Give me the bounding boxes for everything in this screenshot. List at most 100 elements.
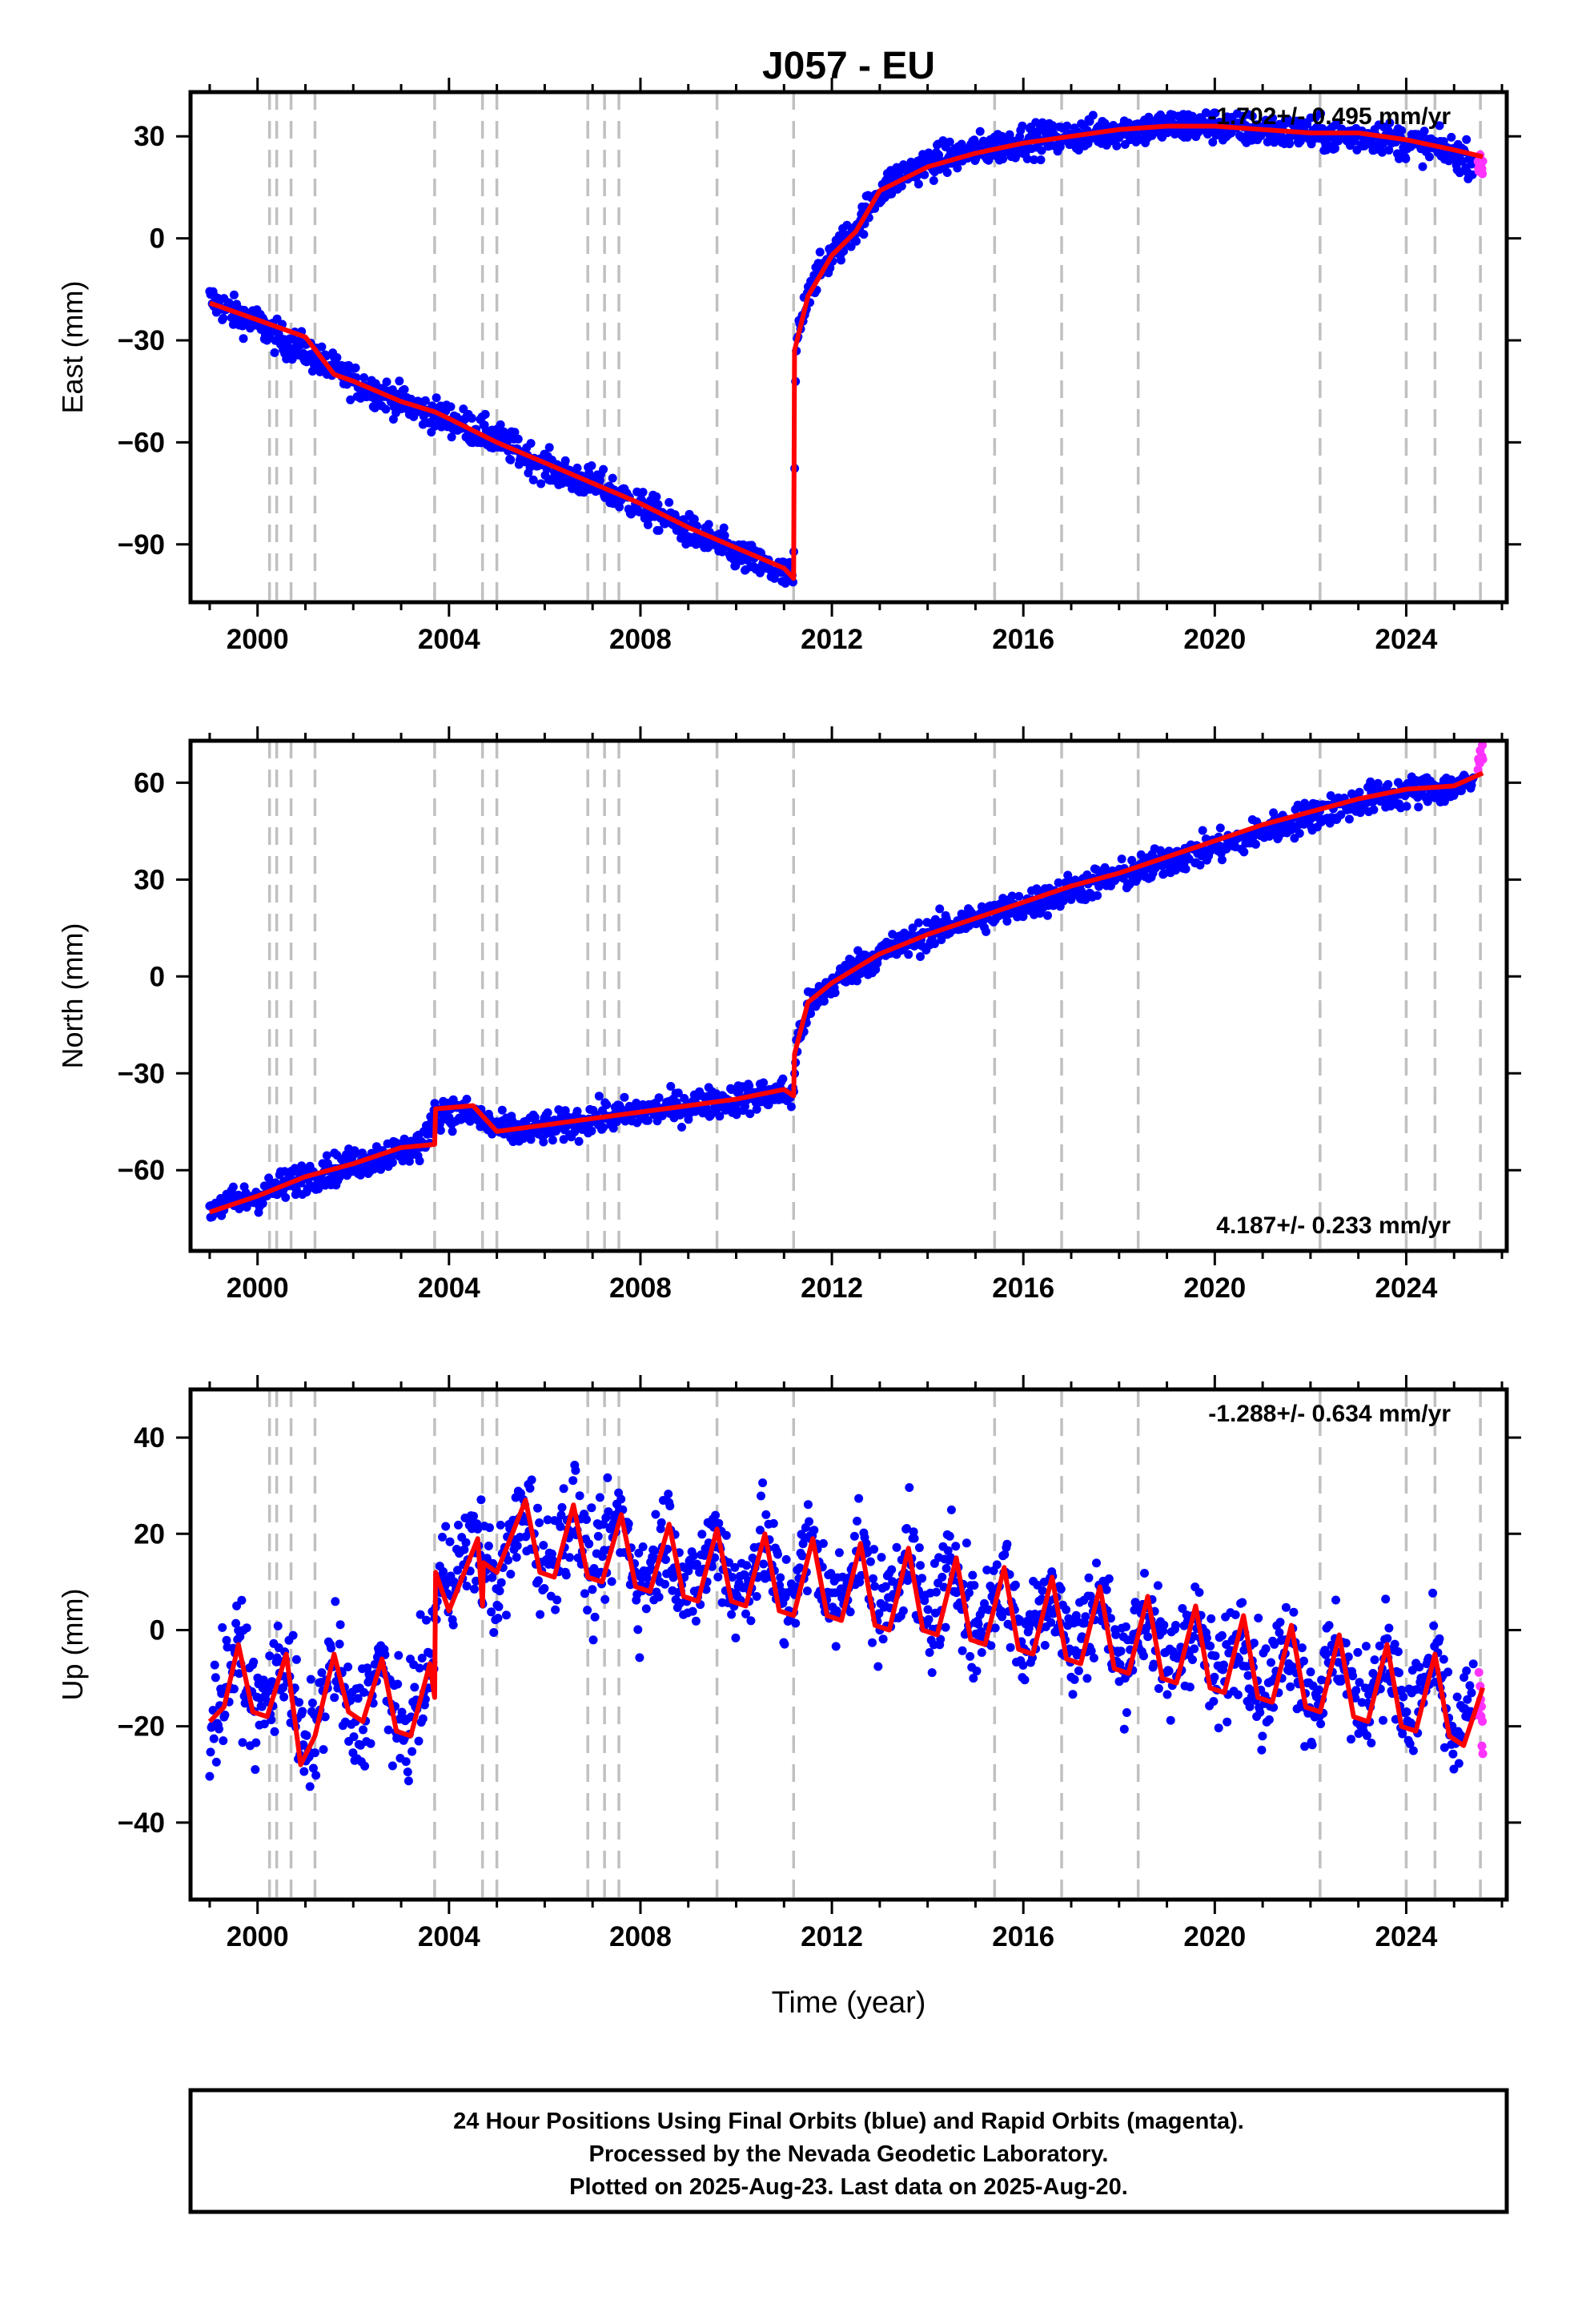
up-point bbox=[1162, 1690, 1172, 1699]
up-point bbox=[1306, 1667, 1315, 1677]
up-point bbox=[1415, 1663, 1424, 1672]
up-point bbox=[205, 1771, 215, 1781]
up-point bbox=[757, 1491, 765, 1501]
up-point bbox=[265, 1651, 275, 1661]
up-point bbox=[404, 1776, 413, 1786]
east-point bbox=[536, 479, 546, 489]
north-point bbox=[1355, 787, 1364, 797]
east-point bbox=[953, 163, 962, 173]
east-y-tick-label: 0 bbox=[150, 223, 165, 255]
up-point bbox=[527, 1475, 536, 1485]
east-point bbox=[1424, 152, 1434, 162]
north-x-tick-label: 2012 bbox=[801, 1273, 863, 1304]
east-point bbox=[859, 230, 869, 239]
east-point bbox=[572, 463, 582, 472]
up-point bbox=[209, 1734, 219, 1743]
east-point bbox=[1384, 146, 1394, 155]
east-point bbox=[382, 377, 391, 387]
up-point bbox=[909, 1527, 918, 1537]
up-point bbox=[536, 1610, 545, 1619]
east-point bbox=[1208, 138, 1218, 147]
up-point bbox=[797, 1551, 807, 1561]
up-point bbox=[1454, 1759, 1464, 1768]
north-point bbox=[228, 1182, 238, 1192]
up-y-tick-label: 40 bbox=[134, 1422, 165, 1454]
up-point bbox=[307, 1699, 317, 1707]
east-point bbox=[1316, 109, 1326, 119]
east-point bbox=[400, 384, 409, 394]
up-point bbox=[651, 1510, 661, 1519]
north-point bbox=[1269, 808, 1279, 818]
east-point bbox=[332, 353, 342, 362]
up-point bbox=[1189, 1631, 1199, 1641]
up-x-tick-label: 2024 bbox=[1375, 1921, 1438, 1952]
up-point bbox=[1443, 1667, 1453, 1677]
north-point bbox=[415, 1156, 424, 1166]
up-point bbox=[781, 1554, 791, 1564]
north-point bbox=[1344, 814, 1354, 824]
east-point bbox=[1435, 121, 1444, 131]
north-point bbox=[1414, 802, 1423, 812]
east-point bbox=[998, 155, 1008, 163]
up-point bbox=[688, 1606, 697, 1616]
up-point bbox=[924, 1614, 934, 1624]
up-point bbox=[535, 1518, 544, 1527]
up-point bbox=[927, 1668, 937, 1678]
up-point bbox=[1219, 1660, 1228, 1670]
up-point bbox=[1178, 1604, 1187, 1613]
north-point bbox=[759, 1078, 769, 1088]
up-point bbox=[257, 1702, 267, 1711]
up-point bbox=[417, 1654, 427, 1663]
east-point bbox=[638, 488, 648, 497]
up-point bbox=[1223, 1717, 1232, 1727]
up-point bbox=[238, 1738, 247, 1747]
north-point bbox=[1383, 780, 1393, 789]
up-point bbox=[1080, 1618, 1090, 1628]
up-point bbox=[932, 1587, 941, 1597]
up-point bbox=[1242, 1662, 1251, 1671]
east-y-axis-label: East (mm) bbox=[56, 281, 89, 414]
up-point bbox=[441, 1522, 451, 1531]
up-point bbox=[1062, 1605, 1071, 1614]
up-point bbox=[755, 1526, 765, 1535]
up-point bbox=[1010, 1580, 1020, 1590]
north-point bbox=[1007, 891, 1017, 901]
up-point bbox=[818, 1538, 828, 1548]
east-point bbox=[635, 507, 644, 517]
up-point bbox=[1092, 1558, 1101, 1568]
up-point bbox=[249, 1657, 259, 1667]
north-rapid-point bbox=[1478, 741, 1488, 750]
up-point bbox=[600, 1594, 610, 1604]
up-point bbox=[305, 1782, 315, 1791]
north-point bbox=[935, 904, 945, 914]
north-panel: 2000 2004 2008 2012 2016 2020 202460300−30−60N… bbox=[56, 726, 1521, 1304]
up-point bbox=[803, 1500, 813, 1510]
up-point bbox=[438, 1532, 447, 1542]
up-point bbox=[711, 1510, 721, 1520]
up-point bbox=[1370, 1655, 1379, 1665]
east-point bbox=[1468, 170, 1477, 179]
up-point bbox=[1405, 1739, 1415, 1748]
east-point bbox=[654, 525, 664, 535]
up-point bbox=[1353, 1647, 1363, 1657]
north-point bbox=[314, 1184, 323, 1194]
north-point bbox=[888, 930, 897, 939]
up-point bbox=[1393, 1647, 1403, 1656]
up-rapid-point bbox=[1477, 1741, 1487, 1751]
east-point bbox=[544, 443, 554, 452]
up-point bbox=[758, 1478, 768, 1488]
up-point bbox=[1089, 1653, 1098, 1663]
up-x-tick-label: 2008 bbox=[609, 1921, 672, 1952]
up-point bbox=[298, 1707, 307, 1716]
east-point bbox=[446, 402, 456, 412]
east-panel: 2000 2004 2008 2012 2016 2020 2024300−30−60−90… bbox=[56, 78, 1521, 655]
up-point bbox=[1408, 1746, 1418, 1755]
north-point bbox=[830, 988, 840, 998]
up-point bbox=[1384, 1623, 1394, 1633]
east-point bbox=[467, 413, 476, 423]
up-point bbox=[1463, 1695, 1472, 1704]
up-point bbox=[618, 1505, 628, 1514]
up-point bbox=[854, 1494, 864, 1503]
up-point bbox=[731, 1633, 741, 1642]
up-point bbox=[335, 1639, 344, 1649]
